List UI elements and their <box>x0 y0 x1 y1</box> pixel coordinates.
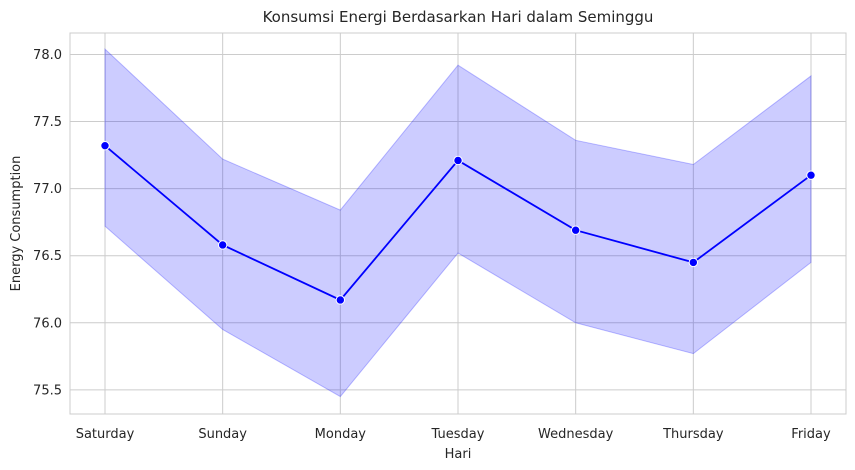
y-tick-label: 75.5 <box>33 383 62 398</box>
data-point <box>217 240 228 250</box>
y-tick-label: 78.0 <box>33 48 62 63</box>
chart-title: Konsumsi Energi Berdasarkan Hari dalam S… <box>263 8 654 26</box>
data-point <box>806 170 816 180</box>
x-tick-label: Friday <box>791 427 831 442</box>
x-tick-labels: Saturday Sunday Monday Tuesday Wednesday Thur… <box>76 427 831 442</box>
x-tick-label: Tuesday <box>431 427 485 442</box>
plot-frame <box>69 32 847 415</box>
confidence-band <box>104 47 812 398</box>
y-tick-label: 76.5 <box>33 249 62 264</box>
plot-border <box>69 32 847 415</box>
y-tick-label: 77.5 <box>33 115 62 130</box>
x-tick-label: Thursday <box>662 427 724 442</box>
series-points <box>100 140 816 305</box>
data-point <box>335 295 346 305</box>
data-point <box>100 140 110 151</box>
data-point <box>570 225 581 235</box>
y-tick-label: 76.0 <box>33 316 62 331</box>
x-tick-label: Saturday <box>76 427 135 442</box>
ci-band <box>104 47 812 398</box>
grid <box>70 33 846 414</box>
data-point <box>453 155 463 166</box>
data-point <box>688 257 699 268</box>
x-tick-label: Sunday <box>198 427 247 442</box>
x-tick-label: Wednesday <box>538 427 614 442</box>
y-axis-label: Energy Consumption <box>9 156 24 292</box>
x-tick-label: Monday <box>315 427 367 442</box>
x-axis-label: Hari <box>445 447 472 462</box>
y-tick-labels: 75.5 76.0 76.5 77.0 77.5 78.0 <box>33 48 62 398</box>
y-tick-label: 77.0 <box>33 182 62 197</box>
